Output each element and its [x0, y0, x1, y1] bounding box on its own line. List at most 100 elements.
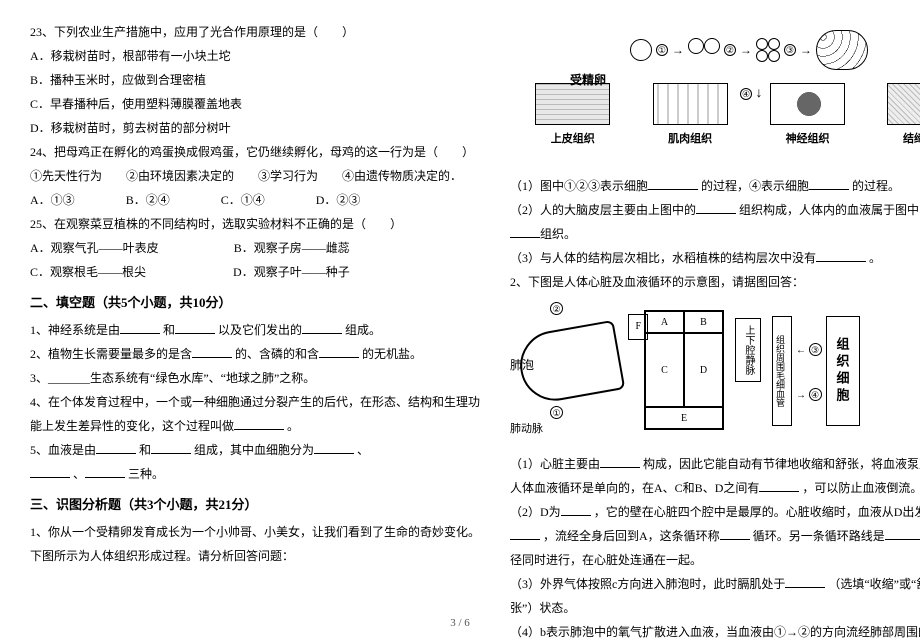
tissue-connective: 结缔组织 — [885, 83, 920, 150]
cell-a: A — [645, 311, 684, 333]
cell-icon — [768, 38, 780, 50]
tissue-box-icon — [770, 83, 845, 125]
s2-q1-d: 组成。 — [345, 323, 381, 337]
label-3: ③ — [784, 44, 796, 56]
pa-label: 肺动脉 — [510, 418, 543, 440]
q25-c: C．观察根毛——根尖 — [30, 265, 146, 279]
blank — [696, 200, 736, 214]
label-3: ③ — [809, 343, 822, 356]
cell-icon — [688, 38, 704, 54]
txt: 。 — [869, 251, 881, 265]
s2-q5c: 组成，其中血细胞分为 — [194, 443, 314, 457]
arrow-icon: → — [800, 38, 812, 62]
txt: 组织。 — [540, 227, 576, 241]
s2-q2: 2、植物生长需要量最多的是含 的、含磷的和含 的无机盐。 — [30, 342, 480, 366]
txt: （3）与人体的结构层次相比，水稻植株的结构层次中没有 — [510, 251, 816, 265]
cell-d: D — [684, 333, 723, 407]
txt: ，流经全身后回到A，这条循环称 — [543, 529, 720, 543]
s2-q5b: 和 — [139, 443, 151, 457]
s2-q1: 1、神经系统是由 和 以及它们发出的 组成。 — [30, 318, 480, 342]
r-q2-1b: 人体血液循环是单向的，在A、C和B、D之间有 ，可以防止血液倒流。 — [510, 476, 920, 500]
tissue-label: 上皮组织 — [551, 133, 595, 145]
r-q1-2b: 组织。 — [510, 222, 920, 246]
arrow-icon: → — [740, 38, 752, 62]
s2-q4b: 能上发生差异性的变化，这个过程叫做 。 — [30, 414, 480, 438]
blank — [302, 320, 342, 334]
blank — [816, 248, 866, 262]
s2-q4a: 4、在个体发育过程中，一个或一种细胞通过分裂产生的后代，在形态、结构和生理功 — [30, 390, 480, 414]
txt: （选填“收缩”或“舒 — [828, 577, 920, 591]
s2-q2-c: 的无机盐。 — [362, 347, 422, 361]
section3-title: 三、识图分析题（共3个小题，共21分） — [30, 492, 480, 518]
cell-e: E — [645, 407, 723, 429]
s2-q4b-text: 能上发生差异性的变化，这个过程叫做 — [30, 419, 234, 433]
cell-icon — [756, 50, 768, 62]
box-f: F — [628, 314, 648, 340]
s2-q5a: 5、血液是由 — [30, 443, 96, 457]
r-q2-1a: （1）心脏主要由 构成，因此它能自动有节律地收缩和舒张，将血液泵至全身。 — [510, 452, 920, 476]
lung-region: 肺泡 ② ① 肺动脉 F — [510, 298, 640, 448]
q25-d: D．观察子叶——种子 — [233, 265, 350, 279]
left-column: 23、下列农业生产措施中，应用了光合作用原理的是（ ） A．移栽树苗时，根部带有… — [30, 20, 480, 590]
cell-icon — [756, 38, 768, 50]
r-q2-3a: （3）外界气体按照c方向进入肺泡时，此时膈肌处于 （选填“收缩”或“舒 — [510, 572, 920, 596]
blank — [759, 478, 799, 492]
q24-stem: 24、把母鸡正在孵化的鸡蛋换成假鸡蛋，它仍继续孵化，母鸡的这一行为是（ ） — [30, 140, 480, 164]
txt: （2）D为 — [510, 505, 561, 519]
capillary-box: 组织周围毛细血管 — [772, 316, 792, 426]
blank — [510, 224, 540, 238]
r-q1-1: （1）图中①②③表示细胞 的过程，④表示细胞 的过程。 — [510, 174, 920, 198]
r-q1-2a: （2）人的大脑皮层主要由上图中的 组织构成，人体内的血液属于图中的 — [510, 198, 920, 222]
label-4: ④ — [740, 88, 752, 100]
q25-stem: 25、在观察菜豆植株的不同结构时，选取实验材料不正确的是（ ） — [30, 212, 480, 236]
q24-d: D．②③ — [316, 193, 361, 207]
r-q2-2c: 径同时进行，在心脏处连通在一起。 — [510, 548, 920, 572]
r-q1-3: （3）与人体的结构层次相比，水稻植株的结构层次中没有 。 — [510, 246, 920, 270]
s2-q1-c: 以及它们发出的 — [218, 323, 302, 337]
s3-q1b: 下图所示为人体组织形成过程。请分析回答问题： — [30, 544, 480, 568]
blank — [561, 502, 591, 516]
txt: 组织构成，人体内的血液属于图中的 — [739, 203, 920, 217]
two-column-layout: 23、下列农业生产措施中，应用了光合作用原理的是（ ） A．移栽树苗时，根部带有… — [30, 20, 890, 590]
s2-q5f: 三种。 — [128, 467, 164, 481]
arrow-icon: → — [672, 38, 684, 62]
r-q2-2b: ，流经全身后回到A，这条循环称 循环。另一条循环路线是 。这两条途 — [510, 524, 920, 548]
right-column: ① → ② → ③ → 受精卵 ④ ↓ 上皮组织 肌肉组织 神经 — [510, 20, 920, 590]
tissue-cell-box: 组织细胞 — [826, 316, 860, 426]
tissue-box-icon — [653, 83, 728, 125]
blank — [30, 464, 70, 478]
label-2: ② — [550, 302, 563, 315]
txt: （2）人的大脑皮层主要由上图中的 — [510, 203, 696, 217]
cell-icon — [704, 38, 720, 54]
txt: 的过程，④表示细胞 — [701, 179, 809, 193]
heart-grid: A B C D E — [644, 310, 724, 430]
txt: 构成，因此它能自动有节律地收缩和舒张，将血液泵至全身。 — [643, 457, 920, 471]
r-q2-2a: （2）D为 ，它的壁在心脏四个腔中是最厚的。心脏收缩时，血液从D出发进入E — [510, 500, 920, 524]
cell-b: B — [684, 311, 723, 333]
arrow-icon: ← ③ — [796, 341, 822, 361]
q23-d: D．移栽树苗时，剪去树苗的部分树叶 — [30, 116, 480, 140]
tissue-epithelial: 上皮组织 — [533, 83, 613, 150]
q25-b: B．观察子房——雌蕊 — [234, 241, 350, 255]
cell-icon — [630, 39, 652, 61]
s2-q4c-text: 。 — [287, 419, 299, 433]
vessel-column: 上下腔静脉 — [728, 298, 768, 448]
label-2: ② — [724, 44, 736, 56]
txt: 人体血液循环是单向的，在A、C和B、D之间有 — [510, 481, 759, 495]
s2-q5e: 、 — [73, 467, 85, 481]
txt: ，可以防止血液倒流。 — [802, 481, 920, 495]
blank — [600, 454, 640, 468]
page-number: 3 / 6 — [0, 617, 920, 629]
blank — [720, 526, 750, 540]
s2-q2-b: 的、含磷的和含 — [235, 347, 319, 361]
q23-b: B．播种玉米时，应做到合理密植 — [30, 68, 480, 92]
label-4-arrow: ④ ↓ — [740, 80, 763, 108]
cell-cluster-icon — [816, 30, 868, 70]
q23-a: A．移栽树苗时，根部带有一小块土坨 — [30, 44, 480, 68]
s2-q2-a: 2、植物生长需要量最多的是含 — [30, 347, 192, 361]
blank — [192, 344, 232, 358]
circulation-diagram: 肺泡 ② ① 肺动脉 F A B C D E 上下腔静脉 组织周围毛细血管 ← … — [510, 298, 920, 448]
blank — [785, 574, 825, 588]
r-q2: 2、下图是人体心脏及血液循环的示意图，请据图回答： — [510, 270, 920, 294]
fertilized-egg-label: 受精卵 — [570, 68, 606, 92]
